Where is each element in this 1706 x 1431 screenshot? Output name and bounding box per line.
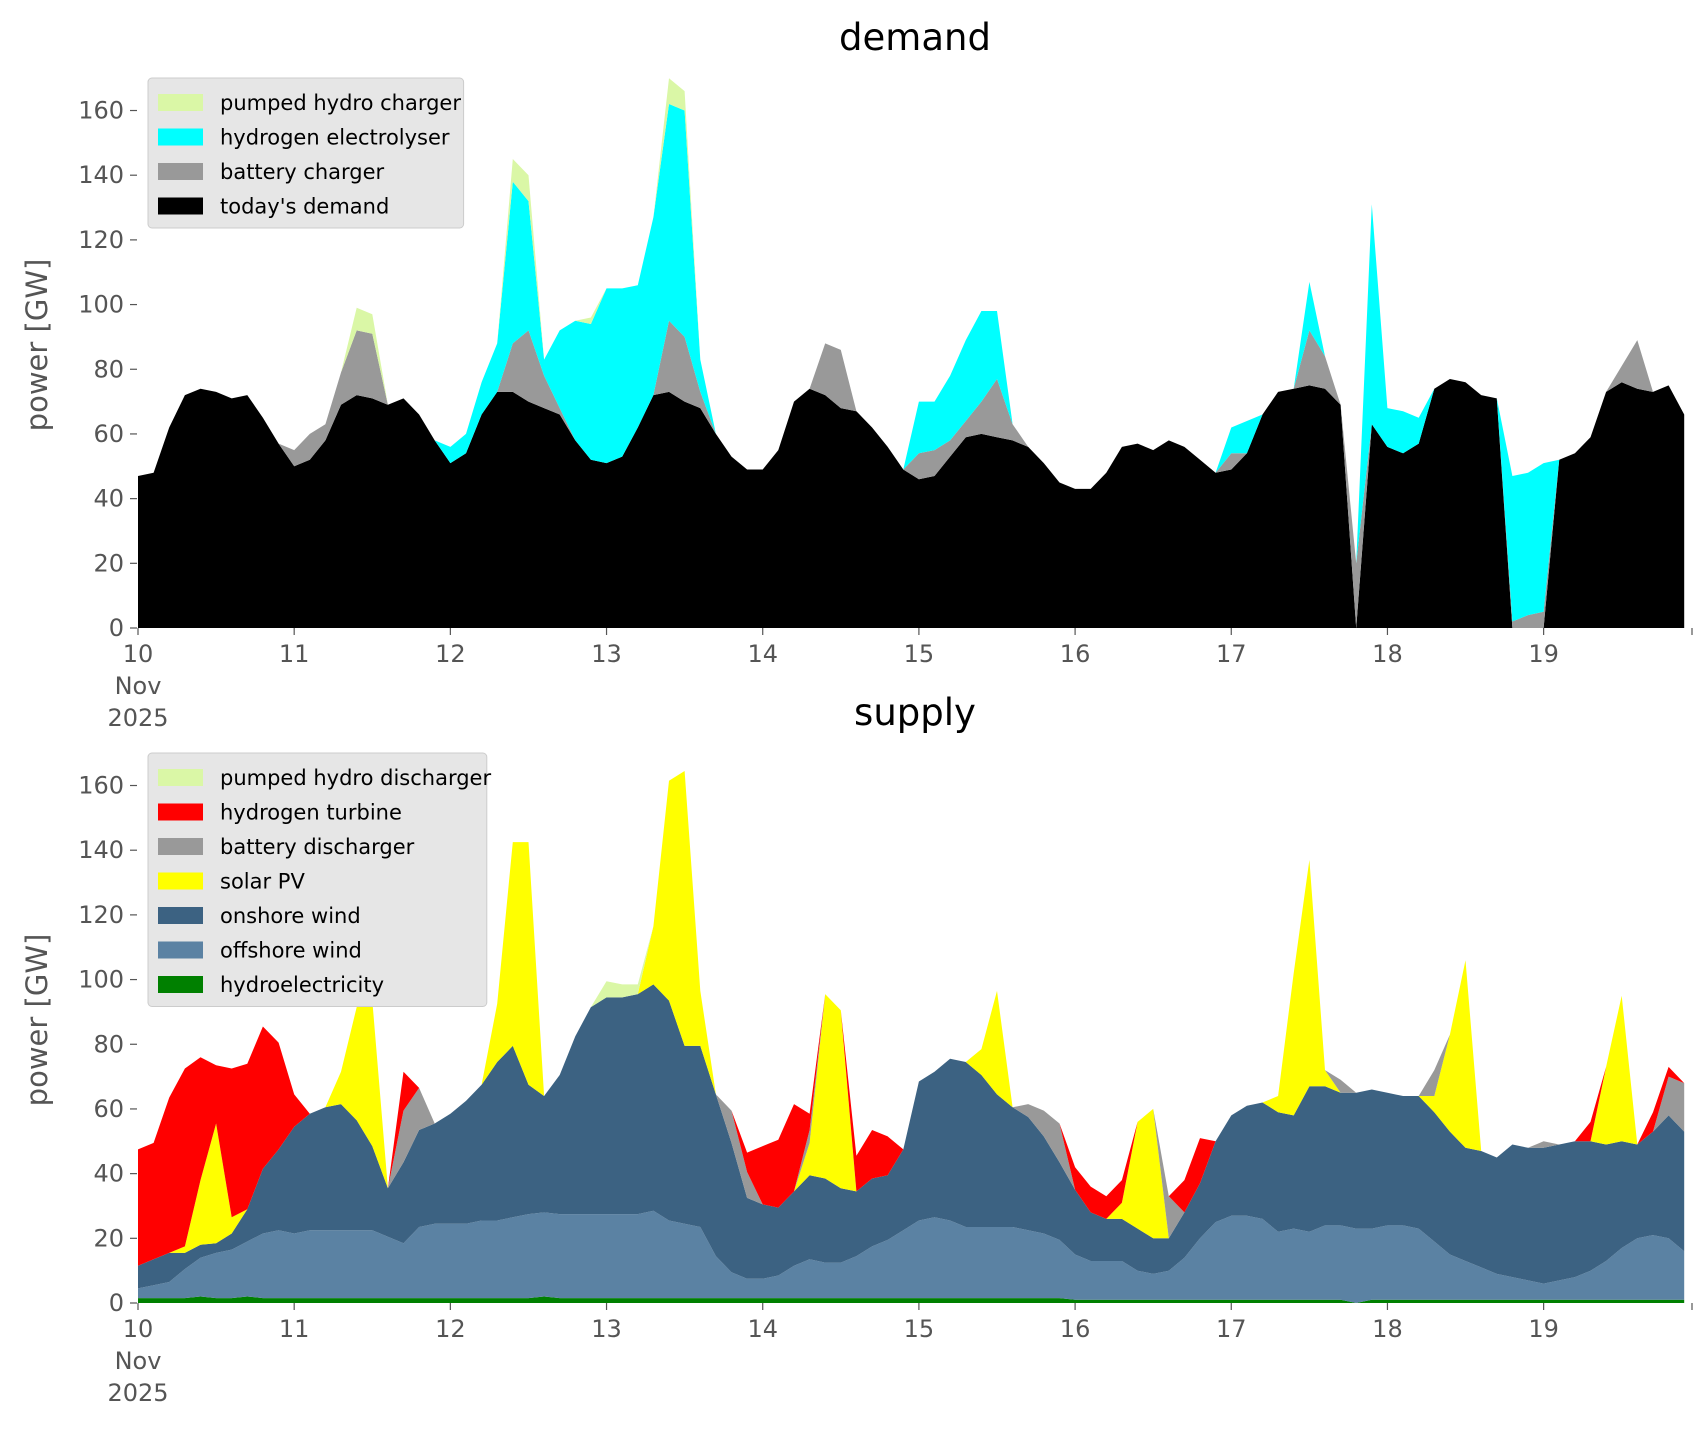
- x-tick-label: 10: [123, 640, 154, 668]
- x-tick-label: 15: [904, 640, 935, 668]
- x-tick-label: 12: [435, 1315, 466, 1343]
- x-tick-label: 13: [591, 640, 622, 668]
- y-tick-label: 100: [78, 291, 124, 319]
- y-tick-label: 100: [78, 966, 124, 994]
- legend-swatch: [158, 94, 203, 111]
- y-tick-label: 40: [93, 1160, 124, 1188]
- chart-title: demand: [839, 16, 991, 59]
- x-month-label: Nov: [115, 672, 162, 700]
- y-tick-label: 120: [78, 226, 124, 254]
- y-tick-label: 40: [93, 485, 124, 513]
- legend-box: [147, 77, 465, 229]
- legend-swatch: [158, 907, 203, 924]
- area-battery-charger: [138, 320, 1685, 628]
- y-tick-label: 20: [93, 1224, 124, 1252]
- x-tick-label: 18: [1372, 1315, 1403, 1343]
- y-axis-label: power [GW]: [20, 259, 54, 432]
- x-tick-label: 18: [1372, 640, 1403, 668]
- x-tick-label: 11: [279, 640, 310, 668]
- legend-entry: pumped hydro discharger: [220, 766, 491, 790]
- area-offshore-wind: [138, 1210, 1685, 1303]
- chart-panel-demand: demand power [GW] 0 20 40 60 80 100 120 140 160 10 N…: [20, 16, 1693, 732]
- x-tick-label: 14: [747, 640, 778, 668]
- legend-swatch: [158, 769, 203, 786]
- y-tick-label: 0: [109, 1289, 124, 1317]
- x-tick-label: 17: [1216, 1315, 1247, 1343]
- legend-swatch: [158, 838, 203, 855]
- legend-swatch: [158, 197, 203, 215]
- y-tick-label: 0: [109, 614, 124, 642]
- legend-entry: solar PV: [220, 870, 305, 894]
- y-tick-label: 80: [93, 1030, 124, 1058]
- legend-swatch: [158, 803, 203, 821]
- y-axis-label: power [GW]: [20, 934, 54, 1107]
- y-tick-label: 160: [78, 97, 124, 125]
- legend-swatch: [158, 128, 203, 146]
- legend-entry: pumped hydro charger: [220, 91, 461, 115]
- legend-swatch: [158, 872, 203, 890]
- chart-title: supply: [854, 691, 976, 734]
- x-tick-label: 15: [904, 1315, 935, 1343]
- area-hydroelectricity: [138, 1296, 1685, 1303]
- y-tick-label: 60: [93, 1095, 124, 1123]
- legend-swatch: [158, 163, 203, 180]
- area-hydrogen-electrolyser: [138, 104, 1685, 622]
- y-tick-label: 140: [78, 836, 124, 864]
- x-tick-label: 11: [279, 1315, 310, 1343]
- y-tick-label: 60: [93, 420, 124, 448]
- x-tick-label: 16: [1060, 1315, 1091, 1343]
- legend-swatch: [158, 976, 203, 993]
- legend-entry: today's demand: [220, 195, 389, 219]
- legend-swatch: [158, 941, 203, 959]
- x-tick-label: 17: [1216, 640, 1247, 668]
- area-today-s-demand: [138, 379, 1685, 628]
- legend: pumped hydro charger hydrogen electrolyse…: [147, 77, 465, 229]
- legend-entry: hydroelectricity: [220, 973, 384, 997]
- y-tick-label: 160: [78, 772, 124, 800]
- area-onshore-wind: [138, 984, 1685, 1289]
- x-month-label: Nov: [115, 1347, 162, 1375]
- y-tick-label: 140: [78, 161, 124, 189]
- x-tick-label: 13: [591, 1315, 622, 1343]
- x-year-label: 2025: [107, 1379, 168, 1407]
- legend-entry: onshore wind: [220, 904, 361, 928]
- x-tick-label: 14: [747, 1315, 778, 1343]
- y-tick-label: 80: [93, 355, 124, 383]
- x-tick-label: 16: [1060, 640, 1091, 668]
- x-year-label: 2025: [107, 704, 168, 732]
- x-tick-label: 12: [435, 640, 466, 668]
- legend-entry: hydrogen electrolyser: [220, 126, 450, 150]
- legend-entry: battery discharger: [220, 835, 415, 859]
- x-tick-label: 19: [1528, 1315, 1559, 1343]
- legend-entry: offshore wind: [220, 939, 362, 963]
- legend-entry: battery charger: [220, 160, 385, 184]
- y-tick-label: 120: [78, 901, 124, 929]
- legend-entry: hydrogen turbine: [220, 801, 402, 825]
- legend: pumped hydro discharger hydrogen turbine b…: [147, 752, 491, 1007]
- x-tick-label: 19: [1528, 640, 1559, 668]
- y-tick-label: 20: [93, 549, 124, 577]
- area-solar-pv: [138, 771, 1685, 1266]
- chart-panel-supply: supply power [GW] 0 20 40 60 80 100 120 140 160 10 N…: [20, 691, 1693, 1407]
- x-tick-label: 10: [123, 1315, 154, 1343]
- legend-box: [147, 752, 488, 1007]
